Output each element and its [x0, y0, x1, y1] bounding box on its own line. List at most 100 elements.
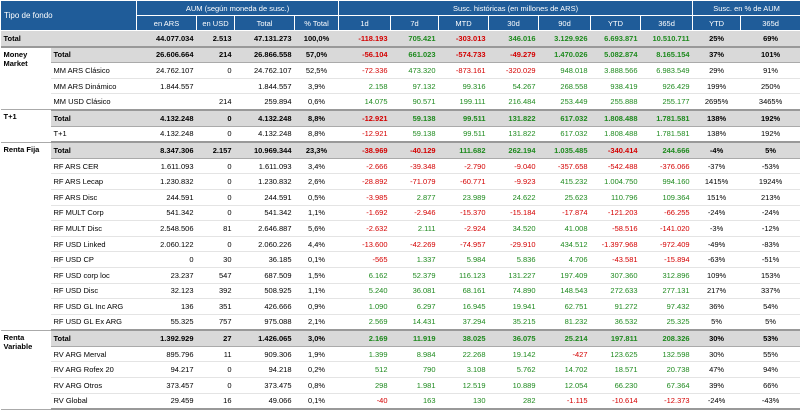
cell: 57,0% — [295, 47, 339, 63]
cell: -2.790 — [439, 158, 489, 174]
cell: 0 — [197, 236, 235, 252]
cell: 91.272 — [591, 299, 641, 315]
cell: 351 — [197, 299, 235, 315]
cell: 4.706 — [539, 252, 591, 268]
cell: 392 — [197, 283, 235, 299]
cell: 473.320 — [391, 63, 439, 79]
cell: 94.217 — [137, 362, 197, 378]
cell: 59.138 — [391, 126, 439, 142]
row-name: MM USD Clásico — [51, 94, 137, 110]
cell: 26.866.558 — [235, 47, 295, 63]
cell: 0 — [197, 110, 235, 126]
column-header: 90d — [539, 16, 591, 31]
cell: 1.399 — [339, 346, 391, 362]
cell: 8.984 — [391, 346, 439, 362]
cell: -12.921 — [339, 110, 391, 126]
cell: 10.510.711 — [641, 31, 693, 47]
row-name: RF USD corp loc — [51, 267, 137, 283]
cell: -10.614 — [591, 393, 641, 409]
cell: 23.237 — [137, 267, 197, 283]
cell: 25.214 — [539, 330, 591, 346]
row-name: Total — [51, 110, 137, 126]
cell: 138% — [693, 126, 741, 142]
cell: 1.781.581 — [641, 110, 693, 126]
cell: -2.632 — [339, 221, 391, 237]
cell — [197, 78, 235, 94]
cell: 2.877 — [391, 189, 439, 205]
header-group: Susc. históricas (en millones de ARS) — [339, 1, 693, 16]
cell: 55% — [741, 346, 800, 362]
cell: 52.379 — [391, 267, 439, 283]
cell: 199% — [693, 78, 741, 94]
cell — [137, 94, 197, 110]
cell: -49% — [693, 236, 741, 252]
cell: -121.203 — [591, 205, 641, 221]
row-name: RF MULT Disc — [51, 221, 137, 237]
cell: 39% — [693, 378, 741, 394]
cell: 19.941 — [489, 299, 539, 315]
column-header: en USD — [197, 16, 235, 31]
cell: 5% — [693, 314, 741, 330]
cell: 0,8% — [295, 378, 339, 394]
cell: 138% — [693, 110, 741, 126]
cell: 38.025 — [439, 330, 489, 346]
cell: 30 — [197, 252, 235, 268]
cell: 2.169 — [339, 330, 391, 346]
cell: 1.611.093 — [137, 158, 197, 174]
cell: -3% — [693, 221, 741, 237]
cell: 199.111 — [439, 94, 489, 110]
cell: 4.132.248 — [235, 110, 295, 126]
cell: 213% — [741, 189, 800, 205]
cell: 705.421 — [391, 31, 439, 47]
cell: -56.104 — [339, 47, 391, 63]
cell: 110.796 — [591, 189, 641, 205]
cell: 346.016 — [489, 31, 539, 47]
cell: 1.230.832 — [235, 174, 295, 190]
cell: 214 — [197, 47, 235, 63]
cell: -303.013 — [439, 31, 489, 47]
cell: 24.622 — [489, 189, 539, 205]
cell: 148.543 — [539, 283, 591, 299]
cell: 6.162 — [339, 267, 391, 283]
cell: -340.414 — [591, 142, 641, 158]
cell: 0,2% — [295, 362, 339, 378]
cell: 1,1% — [295, 205, 339, 221]
cell: 36.075 — [489, 330, 539, 346]
row-name: RF ARS Lecap — [51, 174, 137, 190]
row-name: MM ARS Clásico — [51, 63, 137, 79]
cell: 337% — [741, 283, 800, 299]
cell: -43% — [741, 393, 800, 409]
cell: 2.158 — [339, 78, 391, 94]
column-header: 365d — [641, 16, 693, 31]
cell: 5.240 — [339, 283, 391, 299]
cell: -376.066 — [641, 158, 693, 174]
cell: 16.945 — [439, 299, 489, 315]
cell: 41.008 — [539, 221, 591, 237]
cell: 123.625 — [591, 346, 641, 362]
row-name: RF ARS CER — [51, 158, 137, 174]
cell: -24% — [741, 205, 800, 221]
cell: 790 — [391, 362, 439, 378]
header-group: AUM (según moneda de susc.) — [137, 1, 339, 16]
cell: 2.060.122 — [137, 236, 197, 252]
cell: -427 — [539, 346, 591, 362]
cell: 25.623 — [539, 189, 591, 205]
cell: 11.919 — [391, 330, 439, 346]
cell: 30% — [693, 346, 741, 362]
cell: 90.571 — [391, 94, 439, 110]
cell: 99.511 — [439, 110, 489, 126]
column-header: MTD — [439, 16, 489, 31]
cell: 4.132.248 — [137, 126, 197, 142]
cell: 101% — [741, 47, 800, 63]
cell: 10.969.344 — [235, 142, 295, 158]
cell: 22.268 — [439, 346, 489, 362]
cell: 1.611.093 — [235, 158, 295, 174]
cell: 3,0% — [295, 330, 339, 346]
cell: 34.520 — [489, 221, 539, 237]
cell: 426.666 — [235, 299, 295, 315]
cell: 0 — [197, 378, 235, 394]
cell: -565 — [339, 252, 391, 268]
